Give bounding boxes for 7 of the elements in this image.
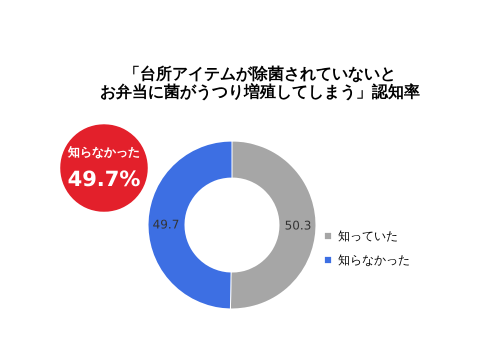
text: 「台所アイテムが除菌されていないと [124, 64, 396, 83]
data-label: 50.3 [284, 218, 312, 233]
legend-label: 知っていた [338, 229, 398, 243]
data-label: 49.7 [152, 217, 180, 232]
legend-label: 知らなかった [338, 253, 410, 267]
text: 知らなかった 49.7% [67, 145, 140, 191]
text: お弁当に菌がうつり増殖してしまう」認知率 [100, 82, 420, 101]
